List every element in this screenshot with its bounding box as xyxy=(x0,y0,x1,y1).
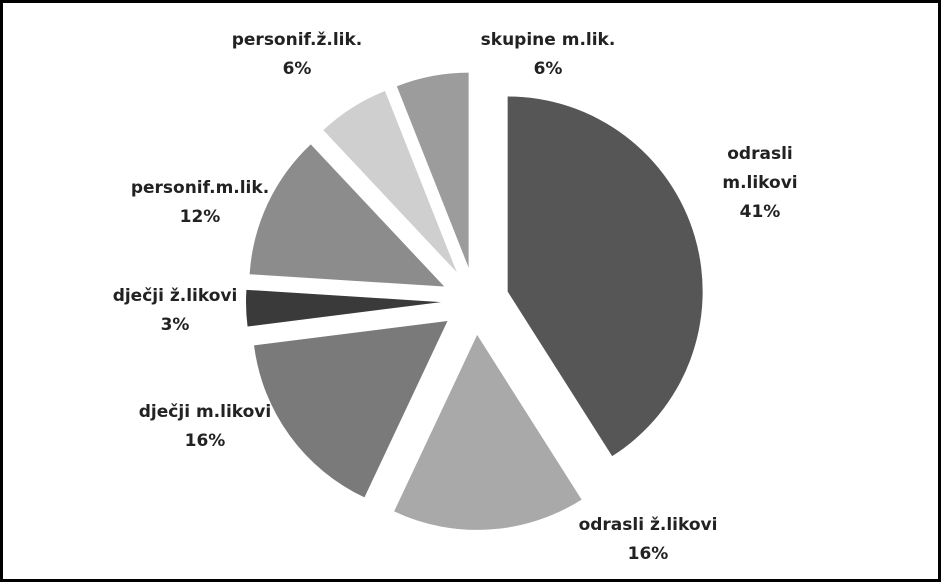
data-label: skupine m.lik. 6% xyxy=(448,26,648,84)
pie-slice xyxy=(323,90,457,273)
label-name: dječji ž.likovi xyxy=(112,286,238,306)
data-label: dječji m.likovi 16% xyxy=(105,398,305,456)
data-label: personif.m.lik. 12% xyxy=(100,174,300,232)
label-name: personif.m.lik. xyxy=(130,178,270,198)
data-label: dječji ž.likovi 3% xyxy=(75,282,275,340)
pie-slice xyxy=(507,96,703,457)
label-name: skupine m.lik. xyxy=(480,30,616,50)
data-label: odrasli ž.likovi 16% xyxy=(548,511,748,569)
label-value: 3% xyxy=(160,315,190,335)
label-name: odrasli ž.likovi xyxy=(578,515,718,535)
label-value: 6% xyxy=(282,59,312,79)
pie-slice xyxy=(246,289,442,327)
label-name: personif.ž.lik. xyxy=(231,30,363,50)
label-name: odrasli m.likovi xyxy=(722,144,798,193)
label-value: 16% xyxy=(184,431,226,451)
chart xyxy=(246,72,703,530)
data-label: odrasli m.likovi 41% xyxy=(705,140,815,227)
pie-slice xyxy=(396,72,469,268)
label-value: 12% xyxy=(179,207,221,227)
pie-slice xyxy=(249,144,445,287)
label-value: 41% xyxy=(739,202,781,222)
pie-slice xyxy=(394,334,582,530)
data-label: personif.ž.lik. 6% xyxy=(197,26,397,84)
label-value: 6% xyxy=(533,59,563,79)
label-value: 16% xyxy=(627,544,669,564)
label-name: dječji m.likovi xyxy=(138,402,272,422)
pie-slice xyxy=(254,320,448,498)
